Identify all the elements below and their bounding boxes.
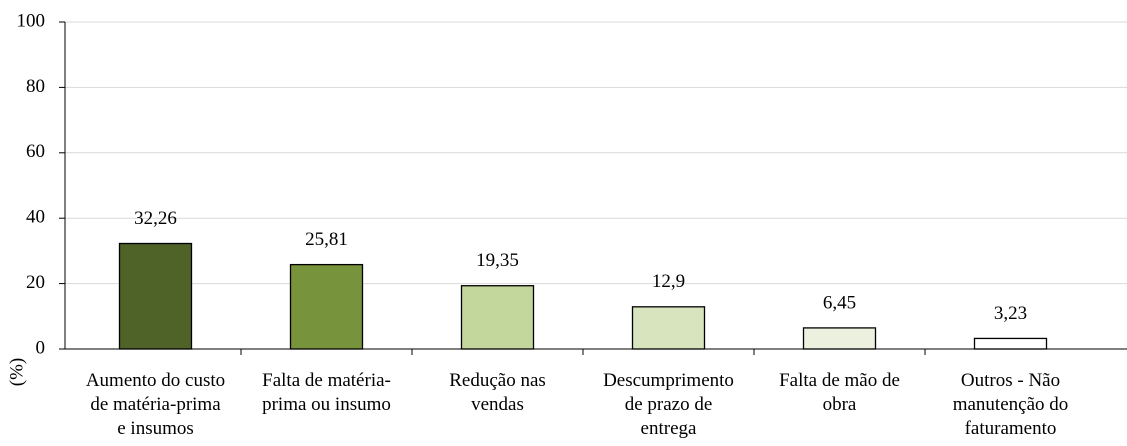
y-tick-label: 0 xyxy=(36,337,46,358)
x-tick-label: Redução nas vendas xyxy=(449,370,546,415)
bar xyxy=(973,337,1048,350)
y-tick-label: 20 xyxy=(26,272,45,293)
bar xyxy=(802,327,877,350)
x-tick-label: Falta de mão de obra xyxy=(779,370,900,415)
data-label: 19,35 xyxy=(476,250,519,271)
data-label: 3,23 xyxy=(994,303,1027,324)
y-tick-label: 60 xyxy=(26,141,45,162)
x-tick-label: Outros - Não manutenção do faturamento xyxy=(953,370,1069,439)
data-label: 12,9 xyxy=(652,271,685,292)
y-tick-label: 80 xyxy=(26,76,45,97)
y-tick-label: 100 xyxy=(17,10,46,31)
bar xyxy=(118,242,193,350)
bar xyxy=(631,306,706,350)
x-tick-label: Aumento do custo de matéria-prima e insumo… xyxy=(86,370,225,439)
bar xyxy=(460,285,535,350)
y-tick-label: 40 xyxy=(26,207,45,228)
bar xyxy=(289,263,364,350)
x-tick-label: Falta de matéria-prima ou insumo xyxy=(262,370,391,415)
y-axis-label: (%) xyxy=(6,358,27,386)
data-label: 6,45 xyxy=(823,292,856,313)
data-label: 25,81 xyxy=(305,229,348,250)
x-tick-label: Descumprimento de prazo de entrega xyxy=(603,370,734,439)
data-label: 32,26 xyxy=(134,208,177,229)
